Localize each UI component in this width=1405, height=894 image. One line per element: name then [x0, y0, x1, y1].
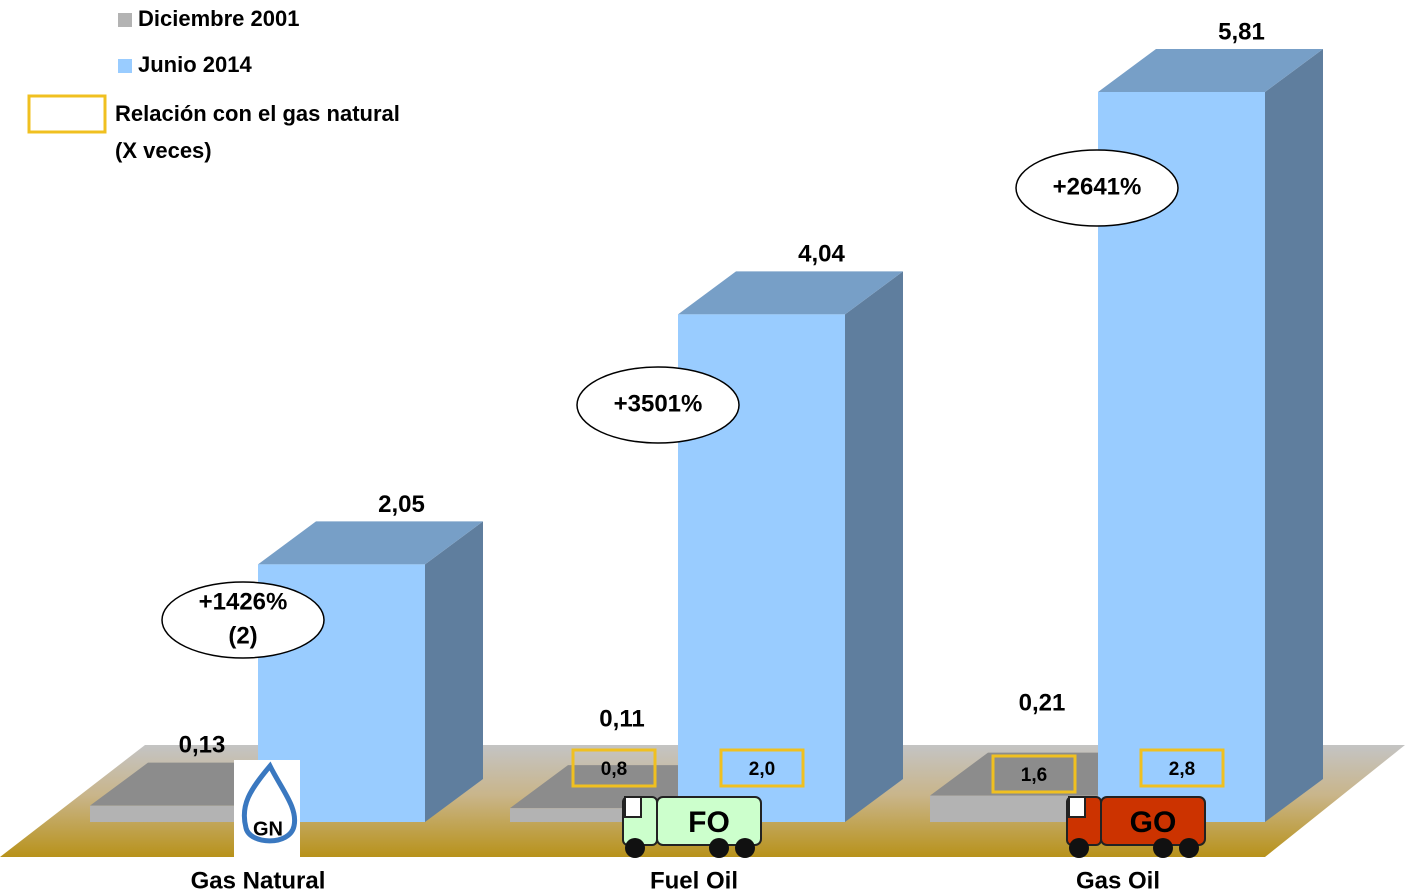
truck-icon: FO [622, 796, 762, 858]
bar-side [845, 271, 903, 822]
value-label: 0,11 [599, 705, 644, 732]
annotation: +1426% [199, 588, 288, 615]
truck-wheel [1069, 838, 1089, 858]
ratio-label: 0,8 [601, 759, 627, 780]
annotation-ellipse [576, 366, 740, 444]
legend-swatch [118, 59, 132, 73]
x-tick-label: Fuel Oil [650, 867, 738, 894]
legend-swatch [118, 13, 132, 27]
truck-wheel [1179, 838, 1199, 858]
truck-wheel [709, 838, 729, 858]
icon-label: FO [688, 806, 730, 839]
legend-label: (X veces) [115, 138, 212, 163]
truck-box [1100, 796, 1206, 846]
truck-box [656, 796, 762, 846]
value-label: 0,13 [179, 731, 226, 758]
flame [241, 761, 298, 844]
annotation: +3501% [614, 390, 703, 417]
value-label: 0,21 [1019, 689, 1066, 716]
bar-top [1098, 49, 1323, 92]
ratio-box [571, 748, 657, 788]
bar-top [258, 521, 483, 565]
truck-window [624, 796, 642, 818]
value-label: 5,81 [1218, 18, 1265, 45]
truck-wheel [1153, 838, 1173, 858]
bar [90, 805, 258, 822]
ratio-box [991, 754, 1077, 794]
ratio-label: 2,0 [749, 759, 775, 780]
annotation-ellipse [161, 581, 325, 659]
ratio-label: 1,6 [1021, 765, 1047, 786]
legend-label: Diciembre 2001 [138, 6, 299, 31]
annotation-ellipse [1015, 149, 1179, 227]
bar-side [425, 521, 483, 822]
legend-label: Relación con el gas natural [115, 101, 400, 126]
value-label: 2,05 [378, 491, 425, 518]
annotation: (2) [228, 622, 257, 649]
x-tick-label: Gas Oil [1076, 867, 1160, 894]
gn-icon: GN [234, 760, 300, 857]
value-label: 4,04 [798, 241, 845, 268]
legend-swatch [27, 94, 107, 134]
ratio-box [1139, 748, 1225, 788]
bar-top [678, 271, 903, 315]
truck-wheel [735, 838, 755, 858]
truck-window [1068, 796, 1086, 818]
truck-icon: GO [1066, 796, 1206, 858]
icon-label: GN [253, 818, 283, 840]
ratio-box [719, 748, 805, 788]
bar-side [1265, 49, 1323, 822]
ratio-label: 2,8 [1169, 759, 1195, 780]
truck-wheel [625, 838, 645, 858]
x-tick-label: Gas Natural [191, 867, 326, 894]
annotation: +2641% [1053, 173, 1142, 200]
legend-label: Junio 2014 [138, 52, 252, 77]
icon-label: GO [1130, 806, 1177, 839]
